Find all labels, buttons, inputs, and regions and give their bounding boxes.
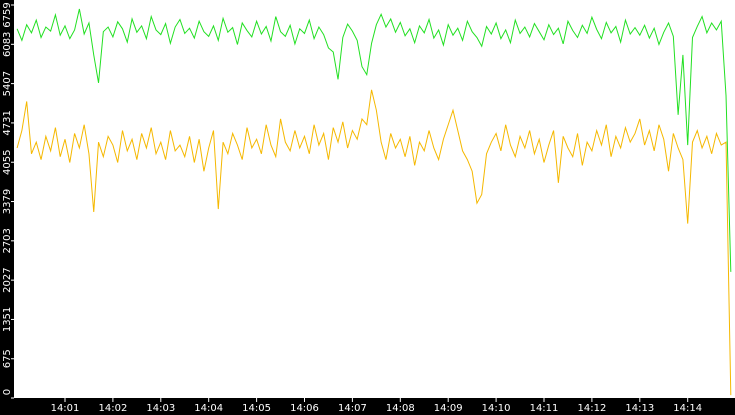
y-tick-label: 2703 [2,228,13,253]
y-tick-label: 0 [2,389,13,395]
x-axis-band [0,398,735,415]
x-tick-label: 14:03 [146,403,175,414]
y-tick-label: 3379 [2,189,13,214]
x-tick-label: 14:04 [194,403,223,414]
y-tick-label: 4055 [2,149,13,174]
x-tick-label: 14:02 [98,403,127,414]
y-tick-label: 675 [2,349,13,368]
x-tick-label: 14:12 [577,403,606,414]
y-tick-label: 4731 [2,110,13,135]
y-tick-label: 2027 [2,267,13,292]
x-tick-label: 14:14 [673,403,702,414]
series-line [16,8,732,272]
y-axis-band [0,0,14,415]
x-tick-label: 14:10 [482,403,511,414]
y-tick-label: 1351 [2,307,13,332]
x-tick-label: 14:06 [290,403,319,414]
x-tick-label: 14:09 [434,403,463,414]
x-tick-label: 14:08 [386,403,415,414]
y-tick-label: 6759 [2,2,13,27]
x-tick-label: 14:01 [51,403,80,414]
x-tick-label: 14:11 [530,403,559,414]
x-tick-label: 14:05 [242,403,271,414]
x-tick-label: 14:13 [625,403,654,414]
y-tick-label: 5407 [2,71,13,96]
series-line [16,89,732,396]
y-tick-label: 6083 [2,32,13,57]
x-tick-label: 14:07 [338,403,367,414]
